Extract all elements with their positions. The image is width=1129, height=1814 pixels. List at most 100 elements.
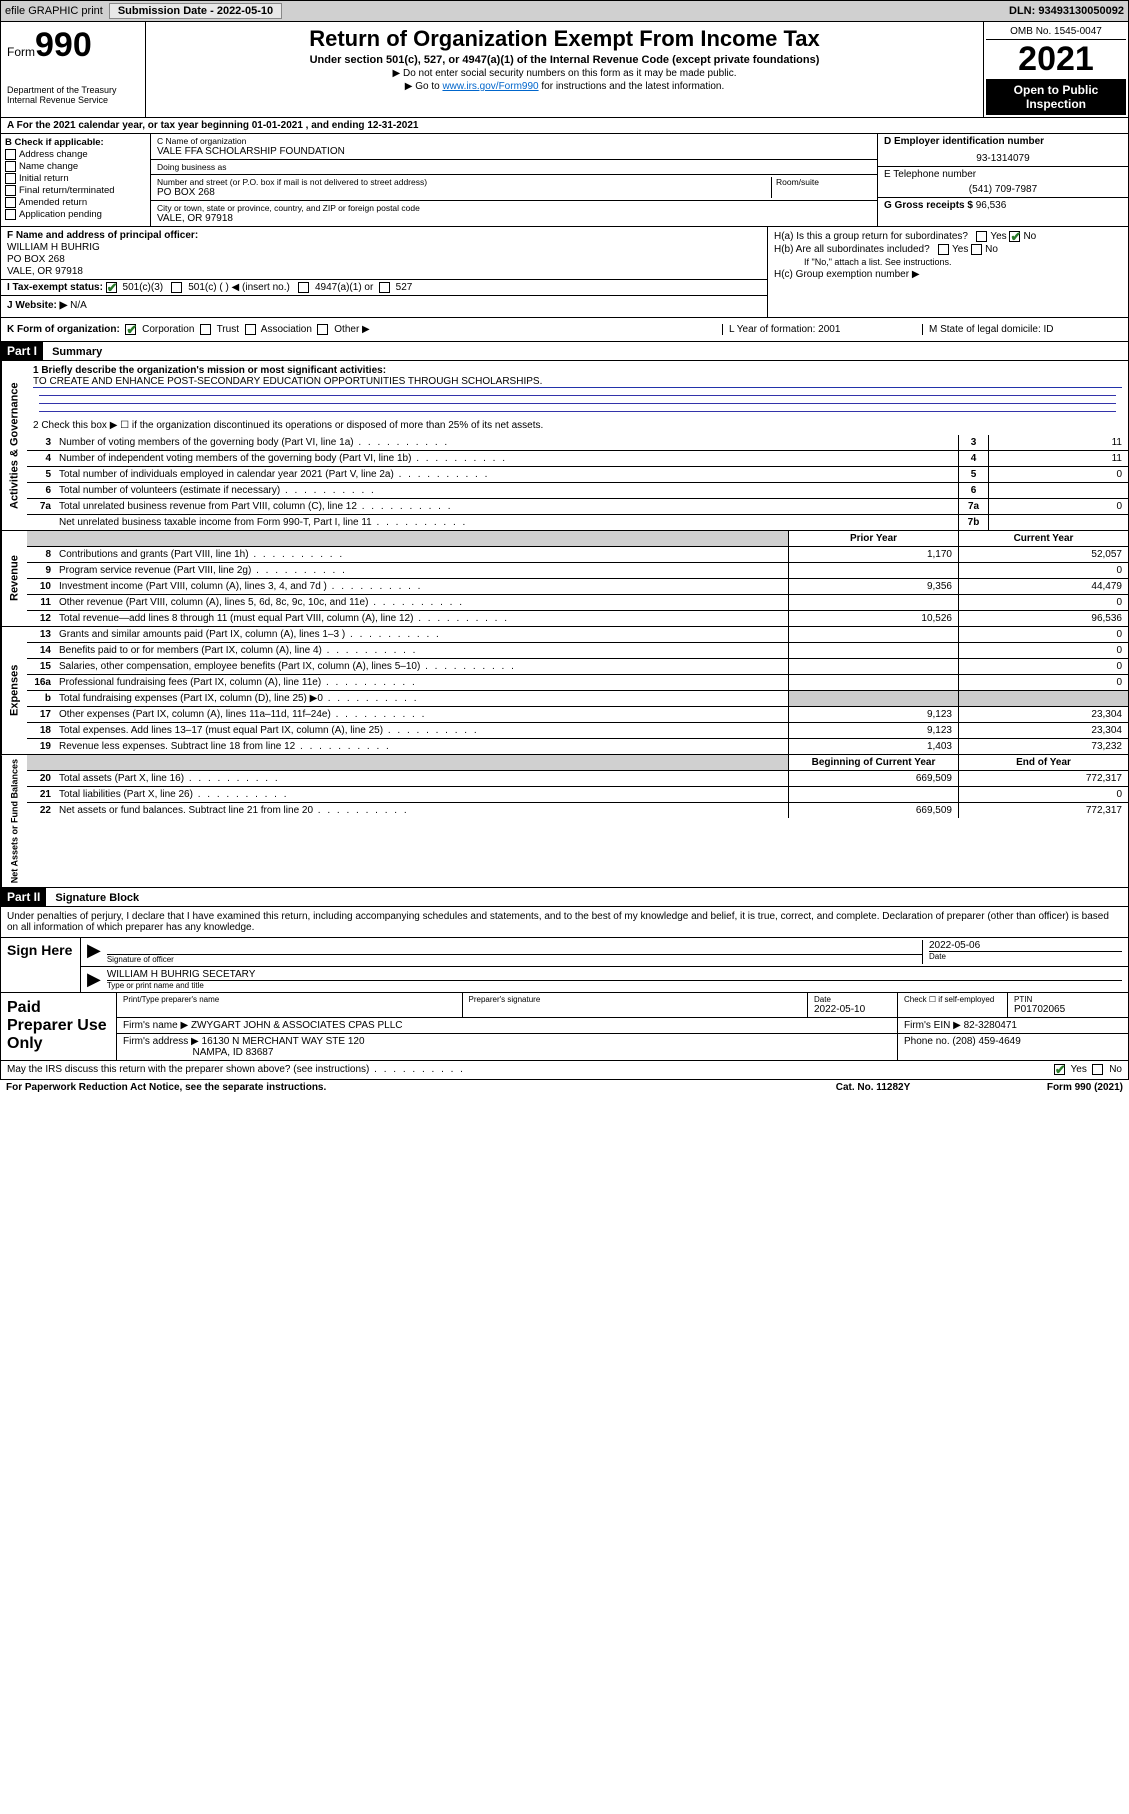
form-990: Form990 Department of the Treasury Inter… [0, 22, 1129, 1080]
checkbox-527[interactable] [379, 282, 390, 293]
summary-line: 13 Grants and similar amounts paid (Part… [27, 627, 1128, 643]
ptin-value: P01702065 [1014, 1004, 1122, 1015]
summary-line: 9 Program service revenue (Part VIII, li… [27, 563, 1128, 579]
line-current: 0 [958, 659, 1128, 674]
summary-line: Net unrelated business taxable income fr… [27, 515, 1128, 530]
line-desc: Number of voting members of the governin… [55, 435, 958, 450]
checkbox-ha-yes[interactable] [976, 231, 987, 242]
submission-date-button[interactable]: Submission Date - 2022-05-10 [109, 3, 282, 19]
line-current: 73,232 [958, 739, 1128, 754]
line-num: 5 [27, 467, 55, 482]
form-header-right: OMB No. 1545-0047 2021 Open to Public In… [983, 22, 1128, 117]
ha-label: H(a) Is this a group return for subordin… [774, 231, 968, 242]
ein-value: 93-1314079 [884, 153, 1122, 164]
discuss-text: May the IRS discuss this return with the… [7, 1064, 369, 1075]
summary-line: 18 Total expenses. Add lines 13–17 (must… [27, 723, 1128, 739]
checkbox-name-change[interactable] [5, 161, 16, 172]
paid-preparer-label: Paid Preparer Use Only [1, 993, 117, 1060]
line-current: 44,479 [958, 579, 1128, 594]
checkbox-hb-yes[interactable] [938, 244, 949, 255]
summary-line: 20 Total assets (Part X, line 16) 669,50… [27, 771, 1128, 787]
line-num: 9 [27, 563, 55, 578]
opt-501c: 501(c) ( ) ◀ (insert no.) [188, 282, 290, 293]
efile-label: efile GRAPHIC print [5, 5, 103, 17]
line-value [988, 515, 1128, 530]
line-num: 4 [27, 451, 55, 466]
checkbox-501c3[interactable] [106, 282, 117, 293]
line-num: 6 [27, 483, 55, 498]
line-num: 15 [27, 659, 55, 674]
city-label: City or town, state or province, country… [157, 203, 871, 213]
line-desc: Net unrelated business taxable income fr… [55, 515, 958, 530]
line-prior [788, 659, 958, 674]
room-label: Room/suite [776, 177, 871, 187]
line-prior: 9,123 [788, 723, 958, 738]
line-prior: 9,356 [788, 579, 958, 594]
line-prior [788, 563, 958, 578]
checkbox-trust[interactable] [200, 324, 211, 335]
col-current-year: Current Year [958, 531, 1128, 546]
website-label: J Website: ▶ [7, 300, 67, 311]
checkbox-corp[interactable] [125, 324, 136, 335]
form-label: Form [7, 45, 35, 59]
summary-line: 14 Benefits paid to or for members (Part… [27, 643, 1128, 659]
line-desc: Salaries, other compensation, employee b… [55, 659, 788, 674]
line-num: 3 [27, 435, 55, 450]
checkbox-other[interactable] [317, 324, 328, 335]
checkbox-amended[interactable] [5, 197, 16, 208]
summary-line: 12 Total revenue—add lines 8 through 11 … [27, 611, 1128, 626]
col-h-group: H(a) Is this a group return for subordin… [768, 227, 1128, 317]
tax-year: 2021 [986, 40, 1126, 79]
line-desc: Total assets (Part X, line 16) [55, 771, 788, 786]
checkbox-assoc[interactable] [245, 324, 256, 335]
line-value: 11 [988, 451, 1128, 466]
prep-date-label: Date [814, 995, 891, 1004]
section-expenses: Expenses 13 Grants and similar amounts p… [1, 627, 1128, 755]
checkbox-ha-no[interactable] [1009, 231, 1020, 242]
section-netassets: Net Assets or Fund Balances Beginning of… [1, 755, 1128, 888]
summary-line: 8 Contributions and grants (Part VIII, l… [27, 547, 1128, 563]
checkbox-address-change[interactable] [5, 149, 16, 160]
summary-line: 19 Revenue less expenses. Subtract line … [27, 739, 1128, 754]
line-prior: 9,123 [788, 707, 958, 722]
row-a-tax-year: A For the 2021 calendar year, or tax yea… [1, 118, 1128, 134]
hb-no: No [985, 244, 998, 255]
line-prior [788, 627, 958, 642]
opt-4947: 4947(a)(1) or [315, 282, 373, 293]
firm-ein-label: Firm's EIN ▶ [904, 1020, 961, 1031]
part2-title: Signature Block [49, 890, 145, 906]
part2-header: Part II [1, 888, 46, 906]
form-title-center: Return of Organization Exempt From Incom… [146, 22, 983, 117]
line-current: 0 [958, 627, 1128, 642]
checkbox-initial-return[interactable] [5, 173, 16, 184]
row-klm: K Form of organization: Corporation Trus… [1, 318, 1128, 342]
dln-label: DLN: 93493130050092 [1009, 5, 1124, 17]
summary-line: b Total fundraising expenses (Part IX, c… [27, 691, 1128, 707]
ein-label: D Employer identification number [884, 136, 1044, 147]
checkbox-discuss-no[interactable] [1092, 1064, 1103, 1075]
checkbox-4947[interactable] [298, 282, 309, 293]
checkbox-app-pending[interactable] [5, 209, 16, 220]
form990-link[interactable]: www.irs.gov/Form990 [442, 81, 538, 92]
line-desc: Professional fundraising fees (Part IX, … [55, 675, 788, 690]
line-current: 0 [958, 643, 1128, 658]
line-current: 52,057 [958, 547, 1128, 562]
line-desc: Net assets or fund balances. Subtract li… [55, 803, 788, 818]
sign-here-row: Sign Here ▶ Signature of officer 2022-05… [1, 937, 1128, 992]
side-label-revenue: Revenue [1, 531, 27, 626]
opt-501c3: 501(c)(3) [123, 282, 164, 293]
summary-line: 22 Net assets or fund balances. Subtract… [27, 803, 1128, 818]
part1-header: Part I [1, 342, 43, 360]
checkbox-discuss-yes[interactable] [1054, 1064, 1065, 1075]
line-desc: Revenue less expenses. Subtract line 18 … [55, 739, 788, 754]
line-desc: Total fundraising expenses (Part IX, col… [55, 691, 788, 706]
col-c-org-info: C Name of organization VALE FFA SCHOLARS… [151, 134, 878, 226]
line-num: 12 [27, 611, 55, 626]
firm-addr1: 16130 N MERCHANT WAY STE 120 [202, 1036, 365, 1047]
form-page-label: Form 990 (2021) [973, 1082, 1123, 1093]
checkbox-hb-no[interactable] [971, 244, 982, 255]
summary-line: 17 Other expenses (Part IX, column (A), … [27, 707, 1128, 723]
row-fh: F Name and address of principal officer:… [1, 227, 1128, 318]
checkbox-501c[interactable] [171, 282, 182, 293]
checkbox-final-return[interactable] [5, 185, 16, 196]
